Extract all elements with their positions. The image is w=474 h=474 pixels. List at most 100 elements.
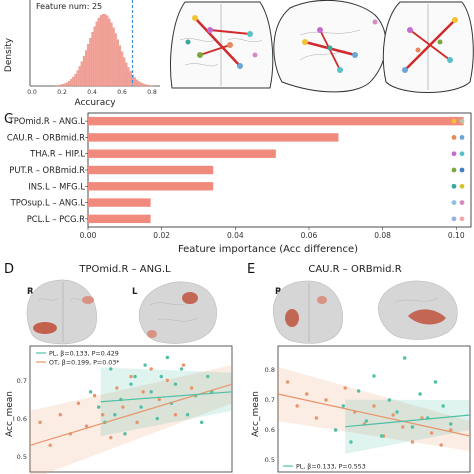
scatter-e-ytick: 0.7 bbox=[265, 396, 275, 404]
pl-point bbox=[403, 356, 407, 360]
importance-dot bbox=[459, 183, 465, 189]
ot-confidence-band bbox=[278, 367, 470, 451]
hist-xlabel: Accuracy bbox=[74, 98, 116, 108]
importance-dot bbox=[459, 200, 465, 205]
hist-bar bbox=[61, 84, 64, 87]
pl-point bbox=[333, 428, 338, 432]
hist-bar bbox=[123, 57, 126, 87]
scatter-d-ytick: 0.5 bbox=[17, 453, 27, 461]
ot-point bbox=[429, 431, 434, 435]
scatter-e-ylabel: Acc_mean bbox=[251, 391, 261, 437]
importance-xtick: 0.08 bbox=[374, 231, 391, 240]
hist-bar bbox=[133, 77, 136, 87]
pl-point bbox=[88, 390, 93, 394]
ot-point bbox=[391, 413, 395, 417]
ot-point bbox=[141, 390, 145, 394]
pl-point bbox=[449, 422, 453, 426]
importance-xtick: 0.00 bbox=[80, 231, 97, 240]
panel-e-hemi-r: R bbox=[275, 287, 282, 297]
connection-line bbox=[209, 29, 251, 35]
ot-point bbox=[84, 424, 89, 428]
ot-point bbox=[189, 386, 194, 390]
importance-bar bbox=[88, 198, 151, 207]
brain-render-d-right bbox=[26, 279, 97, 345]
hist-bar bbox=[136, 79, 139, 87]
importance-dot bbox=[451, 183, 457, 189]
hist-bar bbox=[57, 85, 60, 87]
hist-bars bbox=[55, 13, 153, 87]
panel-d-hemi-r: R bbox=[27, 287, 34, 297]
pl-confidence-band bbox=[100, 367, 232, 437]
pl-point bbox=[173, 382, 178, 386]
importance-dot bbox=[459, 118, 465, 124]
hist-bar bbox=[70, 79, 73, 87]
scatter-e-ytick: 0.5 bbox=[265, 456, 275, 464]
hist-bar bbox=[127, 67, 130, 87]
scatter-d-plot: PL, β=0.133, P=0.429 OT, β=0.199, P=0.03… bbox=[29, 345, 233, 474]
hist-bar bbox=[142, 83, 145, 87]
pl-point bbox=[433, 380, 438, 384]
importance-bar bbox=[88, 165, 214, 175]
hist-bar bbox=[76, 70, 79, 87]
hist-bar bbox=[72, 76, 75, 87]
legend-pl-text: PL, β=0.133, P=0.553 bbox=[296, 464, 366, 471]
pl-point bbox=[159, 374, 163, 379]
pl-point bbox=[200, 420, 204, 425]
scatter-e-ytick: 0.6 bbox=[265, 426, 275, 434]
pl-point bbox=[139, 405, 143, 409]
pl-point bbox=[123, 432, 127, 436]
scatter-e-ytick: 0.8 bbox=[265, 366, 275, 374]
importance-dot bbox=[451, 135, 457, 140]
ot-point bbox=[109, 435, 113, 440]
panel-e-title: CAU.R – ORBmid.R bbox=[308, 264, 401, 275]
hist-bar bbox=[108, 18, 111, 87]
ot-point bbox=[165, 378, 170, 383]
hist-bar bbox=[146, 84, 149, 87]
panel-d-title: TPOmid.R – ANG.L bbox=[78, 264, 171, 275]
importance-bar bbox=[88, 133, 339, 142]
pl-point bbox=[418, 392, 422, 396]
importance-bar bbox=[88, 182, 214, 191]
hist-bar bbox=[106, 15, 109, 87]
hist-bar bbox=[148, 85, 151, 87]
importance-bar bbox=[88, 149, 276, 158]
hist-bar bbox=[144, 84, 147, 87]
importance-label: CAU.R – ORBmid.R bbox=[7, 132, 85, 142]
ot-point bbox=[101, 413, 105, 417]
hist-xtick: 0.8 bbox=[147, 89, 157, 96]
pl-point bbox=[379, 434, 384, 438]
pl-point bbox=[165, 355, 170, 360]
scatter-e-points bbox=[285, 356, 453, 447]
glass-brain-axial-2 bbox=[382, 1, 474, 93]
hist-bar bbox=[110, 22, 113, 87]
ot-point bbox=[439, 443, 443, 447]
importance-xtick: 0.06 bbox=[301, 231, 318, 240]
importance-dots bbox=[451, 118, 465, 222]
ot-point bbox=[449, 428, 453, 432]
importance-dot bbox=[451, 151, 457, 157]
importance-label: TPOmid.R – ANG.L bbox=[8, 116, 86, 126]
panel-d-hemi-l: L bbox=[132, 287, 138, 297]
hist-bar bbox=[121, 51, 124, 87]
scatter-d-ytick: 0.7 bbox=[17, 377, 27, 385]
hist-bar bbox=[63, 83, 66, 87]
hist-bar bbox=[95, 21, 98, 87]
hist-bar bbox=[112, 27, 115, 87]
importance-label: INS.L – MFG.L bbox=[28, 181, 85, 191]
connection-line bbox=[409, 29, 451, 61]
hist-feature-text: Feature num: 25 bbox=[36, 2, 102, 11]
ot-point bbox=[343, 386, 347, 390]
ot-point bbox=[135, 420, 139, 425]
hist-bar bbox=[65, 82, 68, 87]
pl-point bbox=[395, 410, 399, 414]
pl-point bbox=[155, 416, 159, 421]
ot-point bbox=[314, 416, 319, 420]
ot-confidence-band bbox=[30, 365, 232, 474]
importance-bars bbox=[88, 116, 464, 224]
ot-point bbox=[115, 386, 119, 390]
legend-pl-text: PL, β=0.133, P=0.429 bbox=[49, 351, 119, 358]
hist-bar bbox=[89, 38, 92, 87]
hist-bar bbox=[125, 62, 128, 87]
pl-point bbox=[185, 413, 190, 417]
importance-xtick: 0.02 bbox=[153, 231, 170, 240]
